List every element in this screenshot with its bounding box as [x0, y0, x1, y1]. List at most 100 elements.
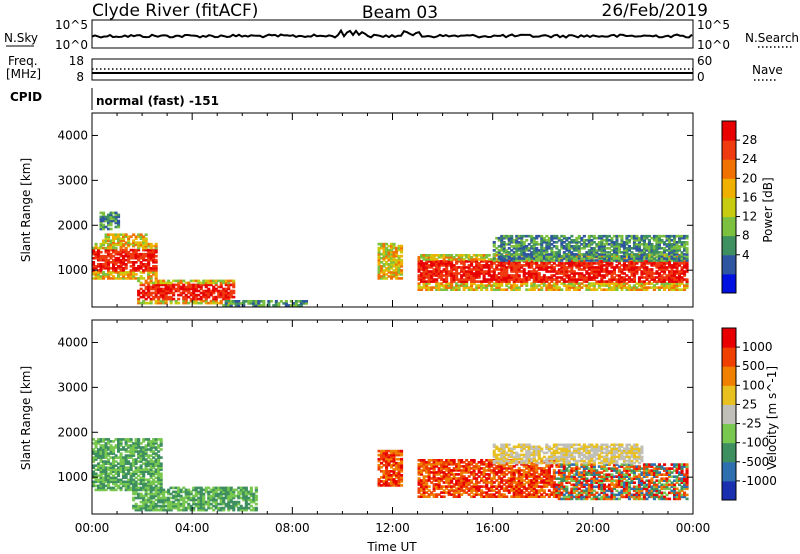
range-gate-cell — [497, 257, 501, 260]
range-gate-cell — [102, 488, 106, 492]
range-gate-cell — [214, 486, 218, 490]
range-gate-cell — [104, 484, 108, 488]
range-gate-cell — [392, 461, 396, 465]
range-gate-cell — [545, 280, 549, 283]
range-gate-cell — [485, 262, 489, 265]
range-gate-cell — [465, 481, 469, 484]
range-gate-cell — [437, 467, 441, 470]
range-gate-cell — [104, 275, 108, 278]
echo-region — [377, 449, 404, 487]
range-gate-cell — [417, 467, 421, 470]
range-gate-cell — [217, 488, 221, 492]
range-gate-cell — [397, 461, 401, 465]
range-gate-cell — [482, 270, 486, 273]
range-gate-cell — [435, 459, 439, 462]
range-gate-cell — [104, 237, 108, 240]
range-gate-cell — [420, 256, 424, 259]
range-gate-cell — [678, 270, 682, 273]
range-gate-cell — [94, 480, 98, 484]
range-gate-cell — [625, 241, 629, 244]
range-gate-cell — [149, 285, 153, 289]
range-gate-cell — [490, 463, 494, 466]
range-gate-cell — [117, 442, 121, 445]
range-gate-cell — [487, 489, 491, 492]
range-gate-cell — [427, 485, 431, 488]
range-gate-cell — [665, 245, 669, 248]
range-gate-cell — [617, 247, 621, 250]
range-gate-cell — [154, 258, 158, 262]
range-gate-cell — [179, 490, 183, 494]
range-gate-cell — [663, 276, 667, 279]
range-gate-cell — [427, 461, 431, 464]
range-gate-cell — [602, 255, 606, 258]
range-gate-cell — [417, 264, 421, 267]
range-gate-cell — [642, 239, 646, 242]
range-gate-cell — [102, 256, 106, 260]
range-gate-cell — [99, 211, 103, 215]
range-gate-cell — [149, 454, 153, 457]
range-gate-cell — [127, 484, 131, 488]
range-gate-cell — [565, 245, 569, 248]
nsearch-label: N.Search — [745, 31, 799, 45]
range-gate-cell — [387, 453, 391, 457]
range-gate-cell — [427, 260, 431, 263]
range-gate-cell — [620, 259, 624, 262]
range-gate-cell — [212, 496, 216, 500]
range-gate-cell — [640, 270, 644, 273]
range-gate-cell — [670, 268, 674, 271]
range-gate-cell — [527, 288, 531, 291]
range-gate-cell — [437, 270, 441, 273]
range-gate-cell — [600, 249, 604, 252]
range-gate-cell — [465, 260, 469, 263]
range-gate-cell — [457, 491, 461, 494]
range-gate-cell — [668, 264, 672, 267]
range-gate-cell — [97, 462, 101, 465]
range-gate-cell — [397, 246, 401, 250]
range-gate-cell — [545, 257, 549, 260]
range-gate-cell — [465, 270, 469, 273]
range-gate-cell — [400, 254, 404, 258]
range-gate-cell — [169, 285, 173, 289]
range-gate-cell — [537, 268, 541, 271]
range-gate-cell — [585, 251, 589, 254]
range-gate-cell — [154, 250, 158, 254]
range-gate-cell — [640, 276, 644, 279]
range-gate-cell — [137, 454, 141, 457]
range-gate-cell — [164, 291, 168, 295]
range-gate-cell — [144, 438, 148, 441]
range-gate-cell — [420, 471, 424, 474]
range-gate-cell — [642, 257, 646, 260]
range-gate-cell — [552, 286, 556, 289]
range-gate-cell — [542, 268, 546, 271]
range-gate-cell — [440, 274, 444, 277]
range-gate-cell — [530, 239, 534, 242]
range-gate-cell — [577, 245, 581, 248]
range-gate-cell — [92, 460, 96, 463]
range-gate-cell — [395, 258, 399, 262]
range-gate-cell — [505, 284, 509, 287]
range-gate-cell — [152, 271, 156, 274]
range-gate-cell — [622, 262, 626, 265]
range-gate-cell — [565, 280, 569, 283]
range-gate-cell — [472, 254, 476, 257]
range-gate-cell — [167, 504, 171, 508]
range-gate-cell — [119, 267, 123, 270]
range-gate-cell — [617, 278, 621, 281]
range-gate-cell — [122, 269, 126, 272]
range-gate-cell — [660, 247, 664, 250]
range-gate-cell — [487, 477, 491, 480]
range-gate-cell — [685, 236, 689, 240]
range-gate-cell — [107, 223, 111, 227]
range-gate-cell — [147, 480, 151, 484]
range-gate-cell — [647, 247, 651, 250]
range-gate-cell — [607, 239, 611, 242]
range-gate-cell — [207, 283, 211, 287]
range-gate-cell — [547, 243, 551, 246]
range-gate-cell — [112, 237, 116, 240]
range-gate-cell — [122, 468, 126, 471]
range-gate-cell — [635, 236, 639, 240]
range-gate-cell — [397, 258, 401, 262]
range-gate-cell — [99, 448, 103, 451]
range-gate-cell — [167, 289, 171, 293]
range-gate-cell — [600, 266, 604, 269]
